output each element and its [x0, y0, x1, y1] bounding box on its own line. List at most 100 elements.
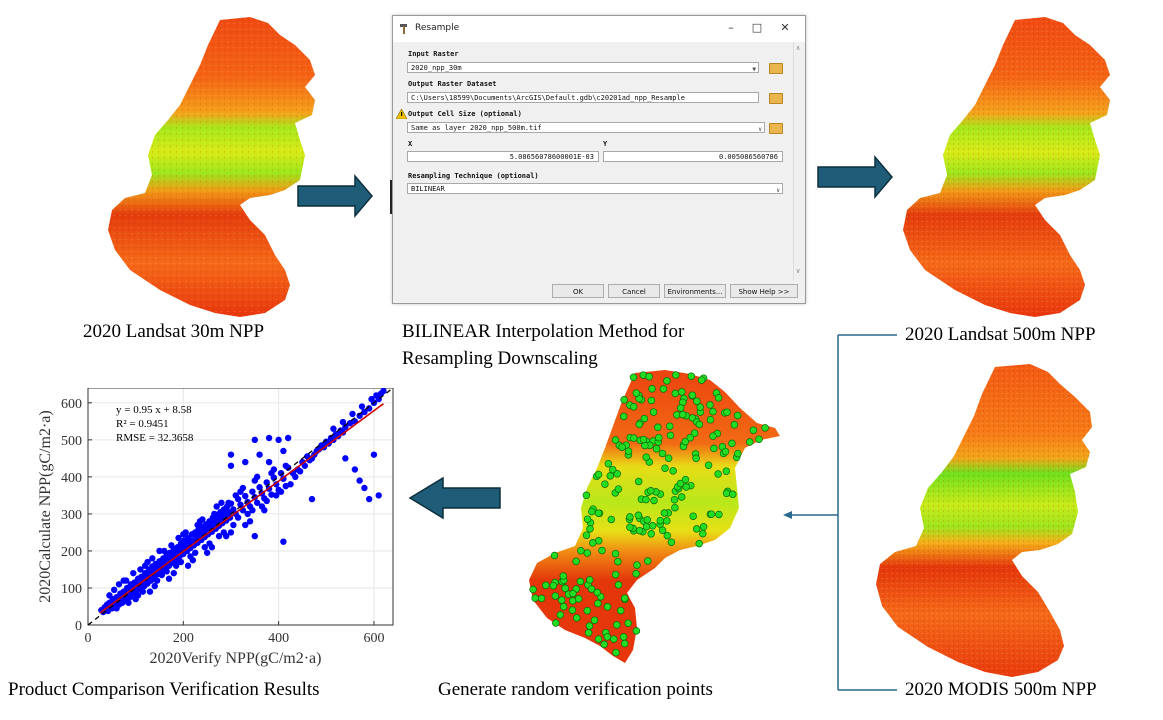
verification-point [644, 557, 652, 565]
verification-point [704, 461, 713, 469]
scroll-up-icon[interactable]: ∧ [796, 44, 801, 52]
verification-point [658, 526, 667, 535]
output-raster-label: Output Raster Dataset [408, 80, 497, 88]
verification-point [614, 581, 623, 589]
verification-point [749, 426, 758, 434]
verification-point [606, 472, 615, 480]
verification-point [652, 445, 661, 453]
data-point [172, 562, 180, 569]
y-tick-label: 300 [61, 508, 82, 523]
environments-button[interactable]: Environments... [664, 284, 726, 298]
verification-point [600, 640, 608, 649]
dialog-title: Resample [415, 23, 460, 33]
verification-point [660, 509, 669, 517]
input-raster-select[interactable]: 2020_npp_30m ▼ [407, 62, 759, 73]
data-point [134, 592, 142, 599]
verification-point [666, 422, 674, 430]
data-point [342, 455, 349, 462]
data-point [263, 497, 270, 505]
verification-point [682, 483, 690, 491]
data-point [268, 491, 275, 498]
data-point [268, 469, 275, 477]
output-raster-input[interactable]: C:\Users\18599\Documents\ArcGIS\Default.… [407, 92, 759, 103]
verification-point [629, 403, 638, 411]
verification-point [635, 420, 644, 429]
folder-icon[interactable] [769, 63, 783, 74]
data-point [265, 458, 273, 466]
verification-point [616, 606, 625, 615]
verification-point [658, 449, 667, 458]
close-button[interactable]: ✕ [780, 21, 790, 34]
data-point [349, 410, 356, 418]
verification-points [529, 371, 769, 657]
verification-point [633, 561, 641, 569]
verification-point [714, 470, 722, 478]
data-point [184, 562, 192, 569]
folder-icon[interactable] [769, 93, 783, 104]
verification-point [634, 511, 643, 520]
verification-point [559, 572, 568, 580]
data-point [225, 508, 232, 516]
show-help-button[interactable]: Show Help >> [730, 284, 798, 298]
verification-point [611, 570, 620, 579]
technique-select[interactable]: BILINEAR ∨ [407, 183, 783, 194]
landsat-30m-npp-map [108, 17, 315, 317]
verification-point [587, 585, 596, 593]
verification-point [690, 429, 699, 437]
y-cell-size-input[interactable]: 0.005086560786 [603, 151, 783, 162]
verification-point [610, 635, 618, 643]
verification-point [666, 431, 675, 440]
x-cell-size-input[interactable]: 5.08656078600001E-03 [407, 151, 599, 162]
x-tick-label: 0 [85, 631, 92, 646]
dialog-scrollbar[interactable]: ∧ ∨ [793, 42, 805, 280]
maximize-button[interactable]: □ [751, 21, 763, 34]
verification-point [656, 516, 665, 525]
arrow-right-1 [297, 173, 373, 219]
data-point [373, 392, 380, 399]
verification-point [686, 433, 694, 442]
minimize-button[interactable]: – [728, 21, 734, 34]
data-point [280, 447, 287, 455]
hammer-icon [400, 24, 407, 34]
verification-point [755, 435, 763, 443]
verification-point [584, 629, 593, 637]
ok-button[interactable]: OK [552, 284, 604, 298]
data-point [187, 553, 194, 560]
data-point [361, 408, 368, 416]
verification-point [687, 372, 696, 380]
verification-point [663, 531, 672, 540]
data-point [192, 549, 199, 556]
verification-point [632, 627, 641, 635]
verification-point [635, 526, 644, 535]
data-point [106, 592, 113, 599]
verification-point [619, 633, 628, 641]
arrow-left-1 [408, 476, 501, 520]
verification-point [557, 596, 566, 604]
folder-icon[interactable] [769, 123, 783, 134]
verification-point [620, 594, 629, 602]
verification-point [551, 592, 560, 600]
verification-point [695, 539, 703, 548]
verification-point [648, 385, 656, 393]
plot-frame [87, 388, 394, 626]
data-point [196, 518, 204, 525]
data-point [249, 507, 256, 514]
scroll-down-icon[interactable]: ∨ [796, 267, 801, 275]
verification-point [681, 475, 690, 484]
cancel-button[interactable]: Cancel [608, 284, 660, 298]
cell-size-select[interactable]: Same as layer 2020_npp_500m.tif ∨ [407, 122, 765, 133]
scatter-chart: 0 200 400 600 0 100 200 300 400 500 600 2020Verify … [37, 388, 394, 667]
verification-point [672, 371, 680, 379]
data-point [144, 558, 151, 566]
data-point [361, 484, 368, 492]
verification-point [671, 389, 680, 398]
data-point [227, 451, 235, 458]
verification-point [537, 594, 546, 603]
data-point [282, 462, 289, 469]
data-point [170, 569, 177, 577]
verification-point [572, 557, 580, 566]
verification-point [611, 549, 620, 558]
data-point [153, 577, 161, 584]
cell-size-label: Output Cell Size (optional) [408, 110, 522, 118]
verification-point [624, 447, 633, 455]
